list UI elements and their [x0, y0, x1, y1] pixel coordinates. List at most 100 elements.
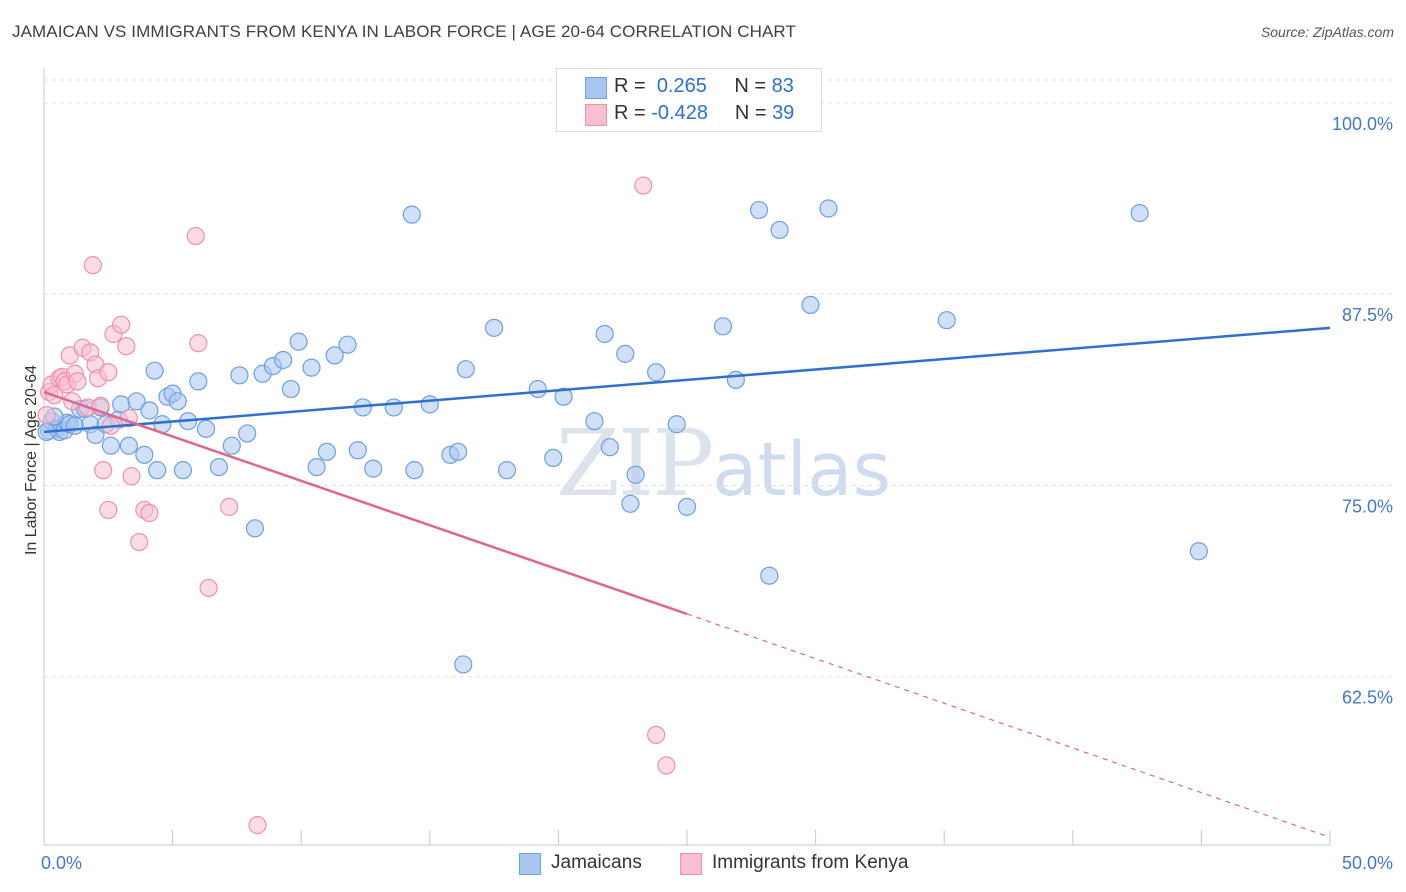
legend-label: Immigrants from Kenya	[712, 852, 909, 873]
jamaican-point	[317, 442, 337, 461]
r-value: -0.428	[651, 102, 708, 124]
data-points	[37, 176, 1208, 835]
jamaican-point	[196, 419, 216, 438]
jamaican-point	[119, 436, 138, 455]
kenya-point	[37, 405, 56, 425]
jamaican-point	[289, 332, 308, 351]
jamaican-point	[726, 370, 745, 389]
kenya-point	[99, 500, 118, 520]
jamaican-point	[384, 398, 403, 417]
trend-lines	[43, 326, 1331, 838]
legend-stats: R = -0.428 N = 39	[614, 102, 794, 125]
kenya-point	[94, 461, 113, 480]
jamaican-point	[402, 205, 421, 224]
jamaican-point	[135, 445, 154, 464]
jamaican-point	[168, 392, 187, 411]
jamaican-point	[544, 448, 563, 468]
jamaican-point	[749, 200, 769, 220]
x-tick-label: 50.0%	[1342, 853, 1393, 873]
legend-swatch-blue	[585, 77, 607, 99]
jamaican-point	[209, 457, 228, 477]
kenya-point	[186, 226, 205, 246]
jamaican-point	[245, 519, 265, 538]
n-value: 83	[771, 75, 794, 97]
kenya-point	[83, 256, 102, 275]
y-tick-label: 100.0%	[1332, 114, 1393, 134]
kenya-point	[199, 578, 218, 598]
kenya-point	[130, 532, 149, 552]
jamaican-point	[65, 416, 84, 435]
jamaican-point	[456, 360, 475, 379]
kenya-point	[189, 334, 208, 353]
jamaican-point	[148, 461, 167, 480]
kenya-point	[634, 176, 653, 195]
chart-title: JAMAICAN VS IMMIGRANTS FROM KENYA IN LAB…	[12, 22, 796, 41]
y-tick-label: 75.0%	[1342, 496, 1393, 516]
jamaican-point	[937, 311, 956, 330]
jamaican-point	[140, 401, 159, 420]
jamaican-point	[585, 412, 604, 431]
jamaican-point	[647, 363, 666, 382]
jamaican-trend-line	[43, 326, 1331, 434]
jamaican-point	[770, 220, 789, 240]
jamaican-point	[405, 461, 424, 480]
jamaican-point	[101, 436, 120, 455]
jamaican-point	[307, 457, 326, 477]
x-tick-label: 0.0%	[41, 853, 82, 873]
r-value: 0.265	[656, 75, 707, 97]
n-value: 39	[772, 102, 795, 124]
jamaican-point	[173, 461, 192, 480]
jamaican-point	[667, 415, 686, 434]
jamaican-point	[497, 461, 517, 480]
kenya-point	[122, 467, 141, 486]
jamaican-point	[448, 442, 468, 461]
jamaican-point	[554, 387, 573, 406]
tick-labels: 62.5% 75.0% 87.5% 100.0% 0.0% 50.0%	[41, 114, 1393, 873]
axes	[43, 68, 1331, 846]
jamaican-point	[274, 350, 293, 370]
jamaican-point	[1130, 204, 1149, 223]
jamaican-point	[420, 395, 439, 414]
kenya-point	[112, 315, 131, 334]
jamaican-point	[1189, 542, 1208, 561]
jamaican-point	[302, 358, 321, 377]
correlation-legend: R = 0.265 N = 83 R = -0.428 N = 39	[556, 68, 822, 132]
y-tick-label: 87.5%	[1342, 305, 1393, 325]
kenya-point	[657, 756, 676, 775]
watermark-atlas: atlas	[712, 427, 891, 513]
jamaican-point	[760, 566, 779, 585]
jamaican-point	[621, 494, 640, 513]
jamaican-point	[281, 379, 301, 399]
kenya-trend-extension	[686, 613, 1331, 838]
r-label: R =	[614, 75, 646, 97]
jamaican-point	[364, 459, 383, 478]
jamaican-point	[238, 424, 257, 443]
kenya-trend-line	[43, 390, 688, 616]
jamaican-point	[189, 372, 208, 391]
legend-label: Jamaicans	[551, 852, 642, 873]
jamaican-point	[348, 441, 367, 460]
n-label: N =	[734, 75, 767, 97]
jamaican-point	[528, 379, 547, 399]
jamaican-point	[485, 318, 504, 337]
legend-swatch-pink	[585, 104, 607, 126]
kenya-point	[220, 497, 239, 516]
jamaican-point	[626, 465, 645, 484]
jamaican-point	[454, 655, 473, 674]
jamaican-point	[325, 346, 344, 365]
legend-swatch-blue	[519, 853, 541, 875]
jamaican-point	[819, 199, 838, 218]
jamaican-point	[230, 366, 249, 385]
jamaican-point	[145, 361, 164, 380]
kenya-point	[647, 725, 666, 744]
kenya-point	[140, 503, 159, 523]
jamaican-point	[713, 317, 733, 336]
kenya-point	[248, 816, 267, 835]
legend-swatch-pink	[680, 853, 702, 875]
jamaican-point	[616, 344, 635, 363]
jamaican-point	[338, 335, 357, 354]
jamaican-point	[222, 436, 241, 455]
n-label: N =	[734, 102, 767, 124]
source-credit: Source: ZipAtlas.com	[1260, 24, 1394, 40]
